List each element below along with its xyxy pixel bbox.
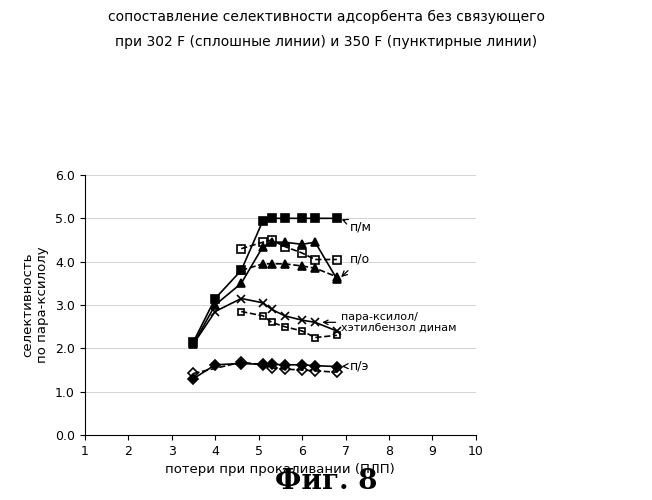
Text: п/о: п/о <box>342 253 370 276</box>
Text: п/э: п/э <box>343 359 370 372</box>
X-axis label: потери при прокаливании (ПЛП): потери при прокаливании (ПЛП) <box>166 464 395 476</box>
Y-axis label: селективность
по пара-ксилолу: селективность по пара-ксилолу <box>22 246 50 364</box>
Text: пара-ксилол/
хэтилбензол динам: пара-ксилол/ хэтилбензол динам <box>323 312 456 333</box>
Text: п/м: п/м <box>343 220 372 234</box>
Text: при 302 F (сплошные линии) и 350 F (пунктирные линии): при 302 F (сплошные линии) и 350 F (пунк… <box>115 35 537 49</box>
Text: сопоставление селективности адсорбента без связующего: сопоставление селективности адсорбента б… <box>108 10 544 24</box>
Text: Фиг. 8: Фиг. 8 <box>274 468 378 495</box>
